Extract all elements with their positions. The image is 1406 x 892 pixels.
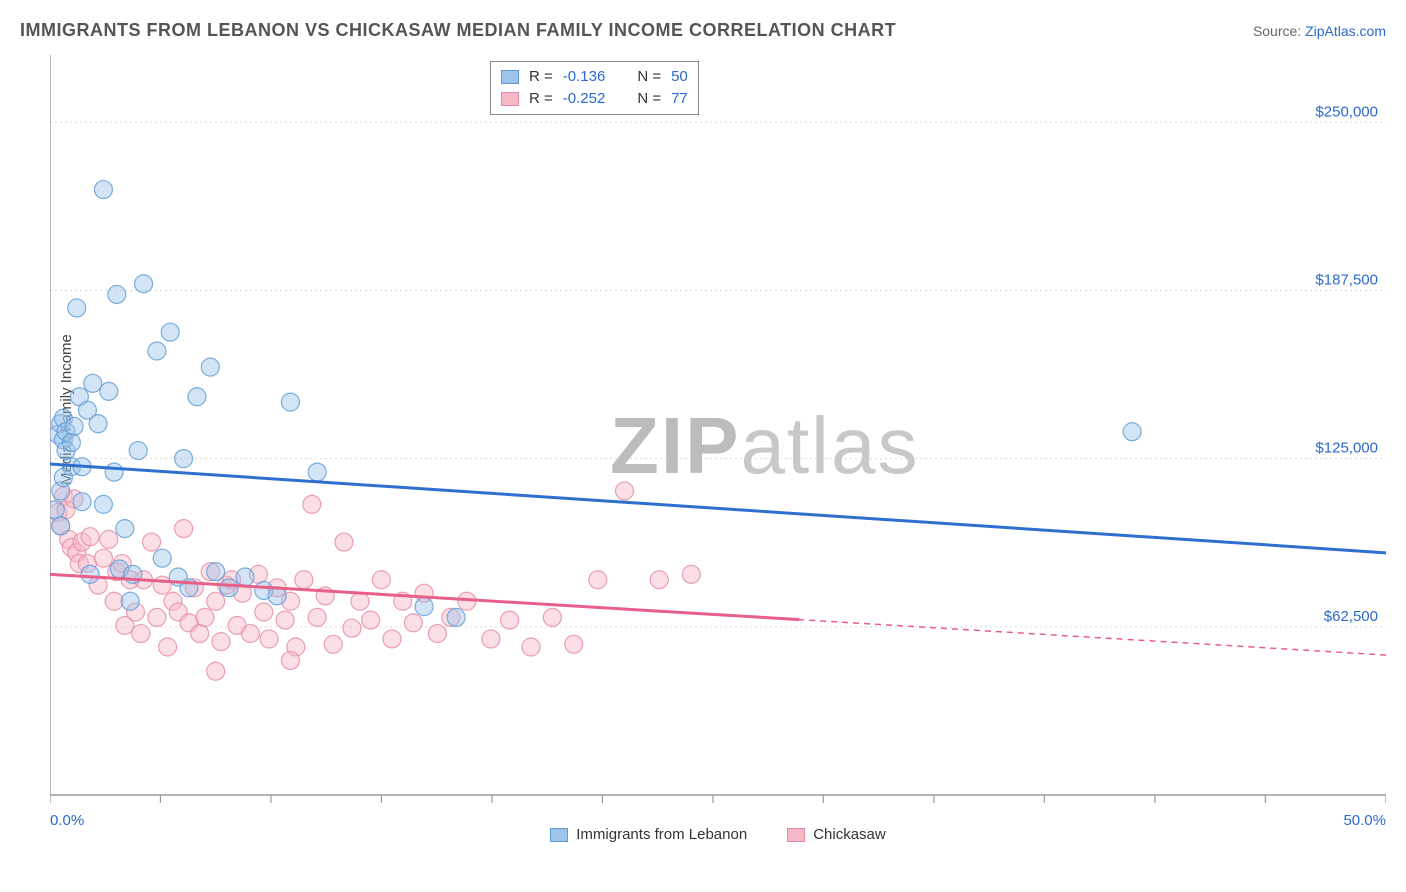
source-credit: Source: ZipAtlas.com — [1253, 23, 1386, 39]
scatter-plot: $62,500 $125,000 $187,500 $250,000 — [50, 55, 1386, 835]
chart-area: Median Family Income ZIPatlas $62,500$12… — [50, 55, 1386, 835]
stat-label-r: R = — [529, 88, 553, 110]
svg-text:$125,000: $125,000 — [1315, 440, 1378, 457]
svg-text:$187,500: $187,500 — [1315, 271, 1378, 288]
svg-text:$62,500: $62,500 — [1324, 608, 1378, 625]
svg-text:$250,000: $250,000 — [1315, 103, 1378, 120]
legend-stats-row-chickasaw: R = -0.252 N = 77 — [501, 88, 688, 110]
legend-label-chickasaw: Chickasaw — [813, 826, 886, 843]
stat-label-n: N = — [637, 88, 661, 110]
stat-n-chickasaw: 77 — [671, 88, 688, 110]
swatch-chickasaw — [501, 92, 519, 106]
source-link[interactable]: ZipAtlas.com — [1305, 23, 1386, 39]
stat-r-lebanon: -0.136 — [563, 66, 606, 88]
legend-stats-row-lebanon: R = -0.136 N = 50 — [501, 66, 688, 88]
chart-title: IMMIGRANTS FROM LEBANON VS CHICKASAW MED… — [20, 20, 896, 41]
stat-n-lebanon: 50 — [671, 66, 688, 88]
legend-label-lebanon: Immigrants from Lebanon — [576, 826, 747, 843]
swatch-chickasaw — [787, 828, 805, 842]
legend-item-chickasaw: Chickasaw — [787, 826, 886, 843]
stat-r-chickasaw: -0.252 — [563, 88, 606, 110]
legend-stats: R = -0.136 N = 50 R = -0.252 N = 77 — [490, 61, 699, 115]
legend-series: Immigrants from Lebanon Chickasaw — [50, 826, 1386, 843]
legend-item-lebanon: Immigrants from Lebanon — [550, 826, 747, 843]
stat-label-r: R = — [529, 66, 553, 88]
swatch-lebanon — [501, 70, 519, 84]
swatch-lebanon — [550, 828, 568, 842]
source-prefix: Source: — [1253, 23, 1305, 39]
stat-label-n: N = — [637, 66, 661, 88]
